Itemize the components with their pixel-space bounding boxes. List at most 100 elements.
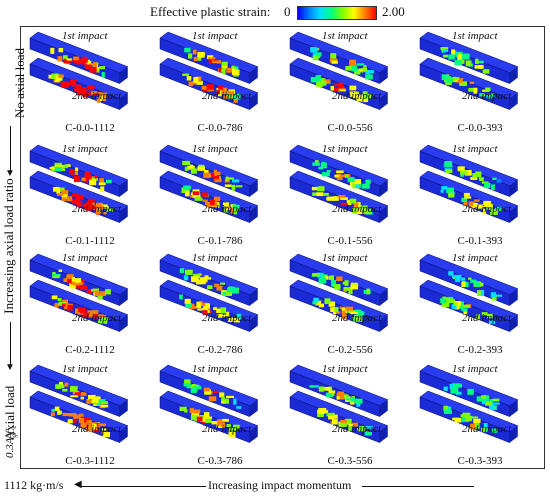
strain-patch	[317, 412, 324, 418]
side-arrow-lower	[10, 322, 11, 368]
strain-patch	[350, 92, 358, 97]
strain-patch	[74, 278, 82, 283]
strain-patch	[230, 208, 234, 214]
strain-patch	[192, 189, 200, 193]
strain-patch	[233, 209, 237, 215]
beam-second-impact	[159, 170, 259, 224]
beam-first-impact	[29, 31, 129, 85]
strain-patch	[93, 427, 100, 433]
strain-patch	[91, 310, 99, 315]
strain-patch	[87, 394, 96, 400]
beam-second-impact	[419, 57, 519, 111]
strain-patch	[340, 197, 348, 200]
strain-patch	[446, 298, 453, 303]
specimen-id-label: C-0.3-556	[327, 455, 373, 467]
strain-patch	[445, 169, 453, 174]
strain-patch	[70, 395, 79, 398]
strain-patch	[488, 403, 495, 410]
strain-patch	[179, 406, 187, 412]
strain-patch	[460, 414, 468, 418]
strain-patch	[213, 173, 217, 176]
strain-patch	[495, 294, 502, 297]
strain-patch	[204, 277, 212, 280]
strain-patch	[73, 56, 79, 61]
strain-patch	[354, 398, 363, 404]
strain-patch	[328, 275, 335, 280]
bottom-arrow-left-line	[80, 486, 206, 487]
strain-patch	[485, 87, 491, 91]
specimen-id-label: C-0.3-1112	[65, 455, 115, 467]
strain-patch	[491, 295, 497, 301]
strain-patch	[472, 173, 477, 178]
strain-patch	[70, 79, 78, 82]
strain-patch	[327, 412, 335, 417]
strain-patch	[455, 391, 462, 395]
strain-patch	[66, 58, 72, 61]
strain-patch	[70, 279, 76, 285]
strain-patch	[441, 186, 448, 190]
specimen-cell: 1st impact 2nd impact C-0.3-556	[288, 363, 412, 471]
strain-patch	[343, 287, 351, 291]
strain-patch	[448, 271, 454, 276]
strain-patch	[102, 314, 107, 319]
specimen-id-label: C-0.3-786	[197, 455, 243, 467]
strain-patch	[96, 205, 104, 210]
strain-patch	[450, 387, 459, 394]
strain-patch	[310, 77, 318, 83]
strain-patch	[84, 178, 89, 183]
strain-patch	[197, 52, 205, 58]
first-impact-label: 1st impact	[452, 363, 498, 375]
strain-patch	[95, 203, 102, 208]
strain-patch	[197, 308, 204, 311]
strain-patch	[315, 385, 319, 388]
strain-patch	[338, 88, 346, 92]
bottom-label-middle: Increasing impact momentum	[208, 478, 352, 492]
strain-patch	[347, 310, 355, 313]
strain-patch	[467, 388, 474, 395]
strain-patch	[227, 317, 234, 322]
strain-patch	[188, 81, 193, 87]
strain-patch	[348, 425, 352, 431]
strain-patch	[214, 283, 220, 288]
strain-patch	[80, 62, 86, 65]
strain-patch	[465, 60, 472, 67]
strain-patch	[196, 56, 202, 61]
strain-patch	[186, 76, 192, 81]
strain-patch	[100, 291, 107, 297]
strain-patch	[97, 96, 102, 102]
specimen-id-label: C-0.0-1112	[65, 122, 115, 134]
strain-patch	[57, 56, 63, 62]
beam-second-impact	[29, 170, 129, 224]
beam-render	[419, 144, 519, 224]
strain-patch	[453, 302, 458, 305]
beam-first-impact	[289, 144, 389, 198]
second-impact-label: 2nd impact	[462, 423, 512, 435]
strain-patch	[233, 398, 237, 405]
strain-patch	[213, 390, 219, 394]
strain-patch	[92, 288, 99, 291]
strain-patch	[470, 279, 477, 283]
strain-patch	[231, 184, 236, 191]
strain-patch	[224, 398, 229, 404]
strain-patch	[71, 276, 75, 282]
strain-patch	[478, 398, 483, 402]
strain-patch	[473, 87, 478, 94]
strain-patch	[475, 282, 484, 287]
strain-patch	[354, 208, 360, 212]
strain-patch	[55, 74, 63, 81]
strain-patch	[65, 82, 73, 86]
legend-max-value: 2.00	[382, 4, 405, 19]
strain-patch	[94, 290, 100, 297]
strain-patch	[318, 166, 324, 170]
beam-end-face	[509, 205, 518, 223]
strain-patch	[51, 73, 59, 79]
strain-patch	[197, 76, 202, 82]
beam-end-face	[249, 92, 258, 110]
second-impact-label: 2nd impact	[462, 90, 512, 102]
specimen-id-label: C-0.1-786	[197, 235, 243, 247]
strain-patch	[449, 383, 456, 390]
strain-patch	[351, 207, 357, 214]
beam-second-impact	[29, 390, 129, 444]
beam-end-face	[509, 425, 518, 443]
strain-patch	[367, 70, 374, 74]
